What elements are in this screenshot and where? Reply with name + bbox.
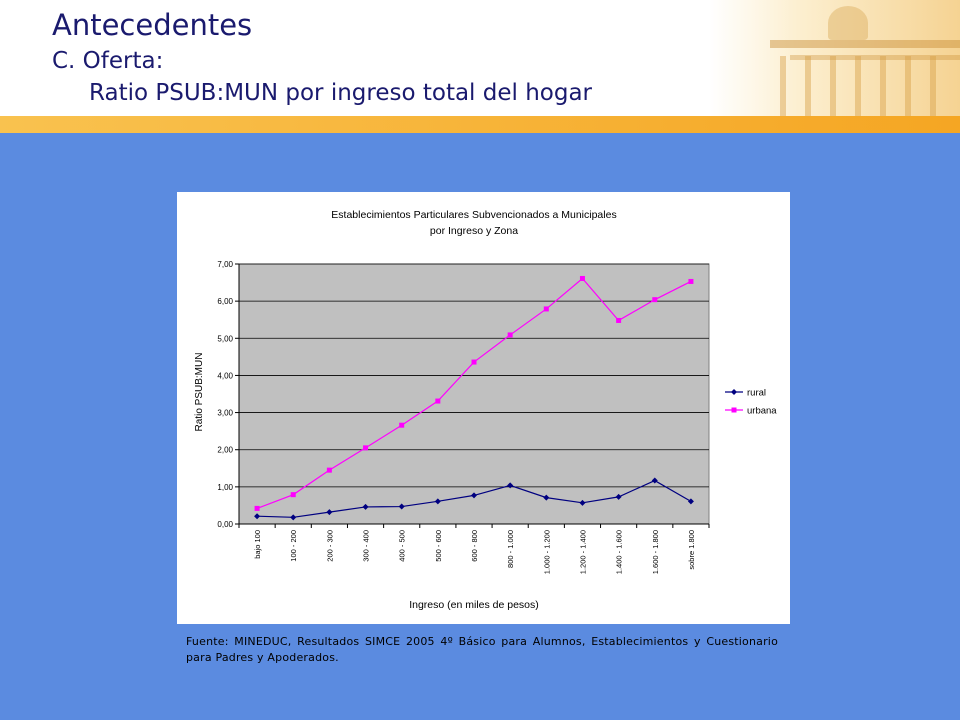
data-point-urbana xyxy=(326,467,332,473)
data-point-rural xyxy=(687,498,694,505)
data-point-urbana xyxy=(579,275,585,281)
plot-area xyxy=(238,263,710,525)
x-tick-label: 200 - 300 xyxy=(325,530,334,562)
data-point-urbana xyxy=(616,317,622,323)
data-point-urbana xyxy=(688,278,694,284)
line-chart: Establecimientos Particulares Subvencion… xyxy=(194,209,777,611)
data-point-rural xyxy=(398,503,405,510)
data-point-rural xyxy=(254,513,261,520)
x-axis-label: Ingreso (en miles de pesos) xyxy=(409,599,539,611)
y-axis-label: Ratio PSUB:MUN xyxy=(194,353,205,432)
y-tick-label: 6,00 xyxy=(217,297,233,306)
slide-subtitle-section: C. Oferta: xyxy=(52,48,164,74)
chart-panel: Establecimientos Particulares Subvencion… xyxy=(177,192,790,624)
data-point-rural xyxy=(507,482,514,489)
data-point-rural xyxy=(290,514,297,521)
y-tick-label: 2,00 xyxy=(217,446,233,455)
x-tick-label: 1.400 - 1.600 xyxy=(615,530,624,574)
x-tick-label: 500 - 600 xyxy=(434,530,443,562)
y-tick-label: 1,00 xyxy=(217,483,233,492)
data-point-rural xyxy=(579,499,586,506)
data-point-urbana xyxy=(507,332,513,338)
x-tick-label: 400 - 500 xyxy=(398,530,407,562)
y-tick-label: 7,00 xyxy=(217,260,233,269)
y-tick-label: 4,00 xyxy=(217,371,233,380)
source-note: Fuente: MINEDUC, Resultados SIMCE 2005 4… xyxy=(186,635,778,664)
chart-title: Establecimientos Particulares Subvencion… xyxy=(331,209,616,221)
x-tick-label: sobre 1.800 xyxy=(687,530,696,570)
data-point-rural xyxy=(471,492,477,499)
legend-marker-urbana xyxy=(731,407,737,413)
slide-title: Antecedentes xyxy=(52,8,253,42)
x-tick-label: 300 - 400 xyxy=(362,530,371,562)
data-point-urbana xyxy=(435,398,441,404)
data-point-urbana xyxy=(652,297,658,303)
x-tick-label: 800 - 1.000 xyxy=(506,530,515,568)
data-point-urbana xyxy=(471,359,477,365)
data-point-rural xyxy=(543,494,550,501)
x-tick-label: 100 - 200 xyxy=(289,530,298,562)
data-point-rural xyxy=(615,493,622,500)
data-point-urbana xyxy=(543,306,549,312)
slide-subtitle-topic: Ratio PSUB:MUN por ingreso total del hog… xyxy=(89,80,593,106)
data-point-urbana xyxy=(290,492,296,498)
x-tick-label: 1.000 - 1.200 xyxy=(542,530,551,574)
legend-label-urbana: urbana xyxy=(747,406,777,417)
data-point-rural xyxy=(326,509,333,516)
building-image xyxy=(710,0,960,116)
y-tick-label: 3,00 xyxy=(217,409,233,418)
chart-subtitle: por Ingreso y Zona xyxy=(430,225,518,237)
data-point-rural xyxy=(651,477,658,484)
data-point-urbana xyxy=(254,505,260,511)
x-tick-label: 600 - 800 xyxy=(470,530,479,562)
accent-bar xyxy=(0,116,960,133)
y-tick-label: 0,00 xyxy=(217,520,233,529)
x-tick-label: 1.600 - 1.800 xyxy=(651,530,660,574)
data-point-rural xyxy=(434,498,441,505)
data-point-urbana xyxy=(399,422,405,428)
legend-marker-rural xyxy=(731,389,737,395)
slide-header: Antecedentes C. Oferta: Ratio PSUB:MUN p… xyxy=(0,0,960,116)
data-point-urbana xyxy=(363,445,369,451)
data-point-rural xyxy=(362,503,369,510)
x-tick-label: bajo 100 xyxy=(253,530,262,559)
legend-label-rural: rural xyxy=(747,388,766,399)
x-tick-label: 1.200 - 1.400 xyxy=(578,530,587,574)
y-tick-label: 5,00 xyxy=(217,334,233,343)
